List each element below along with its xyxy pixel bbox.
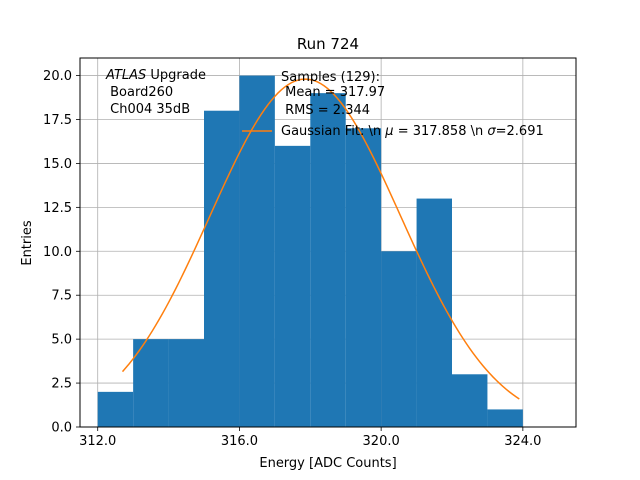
histogram-bar <box>452 374 488 427</box>
legend-fit-mid: = 317.858 \n <box>394 124 488 139</box>
legend-mean: Mean = 317.97 <box>281 85 385 100</box>
legend: Samples (129): Mean = 317.97 RMS = 2.344… <box>242 70 544 139</box>
legend-fit-prefix: Gaussian Fit: \n <box>281 124 385 139</box>
y-tick-label: 10.0 <box>43 245 72 260</box>
channel-label: Ch004 35dB <box>106 102 190 117</box>
x-tick-label: 316.0 <box>221 434 258 449</box>
y-tick-label: 5.0 <box>51 333 72 348</box>
y-tick-label: 2.5 <box>51 377 72 392</box>
gaussian-fit <box>121 78 520 400</box>
histogram-bar <box>487 409 523 427</box>
legend-samples: Samples (129): <box>281 70 380 85</box>
y-axis-label: Entries <box>20 220 35 266</box>
y-tick-label: 17.5 <box>43 113 72 128</box>
histogram-bar <box>97 391 134 427</box>
atlas-annotation: ATLAS Upgrade Board260 Ch004 35dB <box>105 68 206 117</box>
histogram-bar <box>310 93 346 428</box>
legend-fit-text: Gaussian Fit: \n μ = 317.858 \n σ=2.691 <box>281 124 544 139</box>
x-axis-ticks: 312.0 316.0 320.0 324.0 <box>79 427 541 449</box>
chart-title: Run 724 <box>297 35 359 53</box>
atlas-italic-text: ATLAS <box>105 68 146 83</box>
x-tick-label: 324.0 <box>504 434 541 449</box>
histogram-bar <box>416 198 452 427</box>
legend-sigma-symbol: σ <box>487 124 496 139</box>
y-tick-label: 7.5 <box>51 289 72 304</box>
histogram-bars <box>97 75 523 428</box>
y-tick-label: 15.0 <box>43 157 72 172</box>
board-label: Board260 <box>106 85 173 100</box>
y-tick-label: 20.0 <box>43 69 72 84</box>
histogram-bar <box>133 339 169 427</box>
atlas-label: ATLAS Upgrade <box>105 68 206 83</box>
x-axis-label: Energy [ADC Counts] <box>259 456 396 471</box>
legend-fit-suffix: =2.691 <box>496 124 544 139</box>
histogram-bar <box>204 110 240 427</box>
gaussian-fit-curve <box>121 78 520 400</box>
histogram-bar <box>381 251 417 427</box>
histogram-bar <box>274 145 311 427</box>
histogram-bar <box>345 128 382 428</box>
y-tick-label: 0.0 <box>51 421 72 436</box>
x-tick-label: 312.0 <box>79 434 116 449</box>
legend-rms: RMS = 2.344 <box>281 103 370 118</box>
histogram-bar <box>168 339 204 427</box>
y-axis-ticks: 0.0 2.5 5.0 7.5 10.0 12.5 15.0 17.5 20.0 <box>43 69 80 436</box>
atlas-upgrade-text: Upgrade <box>146 68 206 83</box>
plot-frame <box>79 57 577 428</box>
y-tick-label: 12.5 <box>43 201 72 216</box>
histogram-bar <box>239 75 275 428</box>
legend-mu-symbol: μ <box>384 124 393 139</box>
x-tick-label: 320.0 <box>363 434 400 449</box>
